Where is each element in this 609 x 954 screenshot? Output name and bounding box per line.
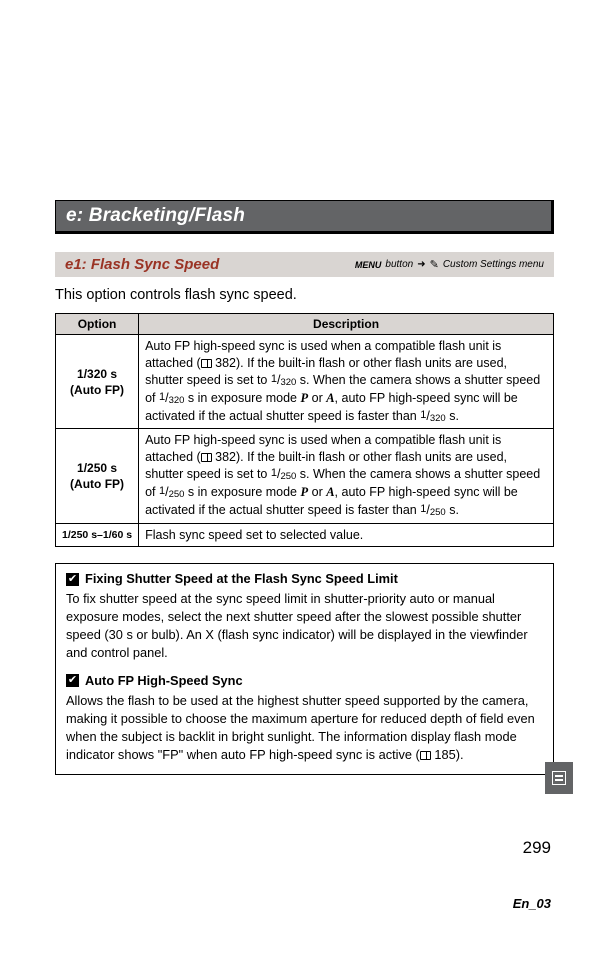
page-number: 299	[523, 838, 551, 858]
footer-label: En_03	[513, 896, 551, 911]
note-body: To fix shutter speed at the sync speed l…	[66, 590, 543, 662]
pencil-icon: ✎	[430, 258, 439, 271]
option-description: Flash sync speed set to selected value.	[139, 523, 554, 547]
subsection-title: e1: Flash Sync Speed	[65, 256, 219, 273]
breadcrumb: MENU button ➜ ✎ Custom Settings menu	[355, 258, 544, 271]
note-title: ✔ Auto FP High-Speed Sync	[66, 672, 543, 690]
page-ref-icon	[420, 751, 431, 760]
options-table: Option Description 1/320 s (Auto FP) Aut…	[55, 313, 554, 547]
col-option: Option	[56, 314, 139, 335]
table-row: 1/250 s–1/60 s Flash sync speed set to s…	[56, 523, 554, 547]
button-word: button	[385, 259, 413, 270]
note-body: Allows the flash to be used at the highe…	[66, 692, 543, 764]
subsection-header: e1: Flash Sync Speed MENU button ➜ ✎ Cus…	[55, 252, 554, 277]
option-label: 1/250 s (Auto FP)	[56, 429, 139, 523]
intro-text: This option controls flash sync speed.	[55, 287, 554, 303]
menu-path: Custom Settings menu	[443, 259, 544, 270]
arrow-icon: ➜	[417, 259, 425, 270]
option-description: Auto FP high-speed sync is used when a c…	[139, 335, 554, 429]
page-ref-icon	[201, 453, 212, 462]
section-header: e: Bracketing/Flash	[55, 200, 554, 234]
option-label: 1/250 s–1/60 s	[56, 523, 139, 547]
table-header-row: Option Description	[56, 314, 554, 335]
option-description: Auto FP high-speed sync is used when a c…	[139, 429, 554, 523]
side-tab	[545, 762, 573, 794]
section-title: e: Bracketing/Flash	[66, 205, 245, 226]
check-icon: ✔	[66, 674, 79, 687]
table-row: 1/250 s (Auto FP) Auto FP high-speed syn…	[56, 429, 554, 523]
page-ref-icon	[201, 359, 212, 368]
table-row: 1/320 s (Auto FP) Auto FP high-speed syn…	[56, 335, 554, 429]
check-icon: ✔	[66, 573, 79, 586]
menu-label: MENU	[355, 260, 382, 270]
notes-box: ✔ Fixing Shutter Speed at the Flash Sync…	[55, 563, 554, 774]
col-description: Description	[139, 314, 554, 335]
note-title: ✔ Fixing Shutter Speed at the Flash Sync…	[66, 570, 543, 588]
option-label: 1/320 s (Auto FP)	[56, 335, 139, 429]
menu-list-icon	[552, 771, 566, 785]
